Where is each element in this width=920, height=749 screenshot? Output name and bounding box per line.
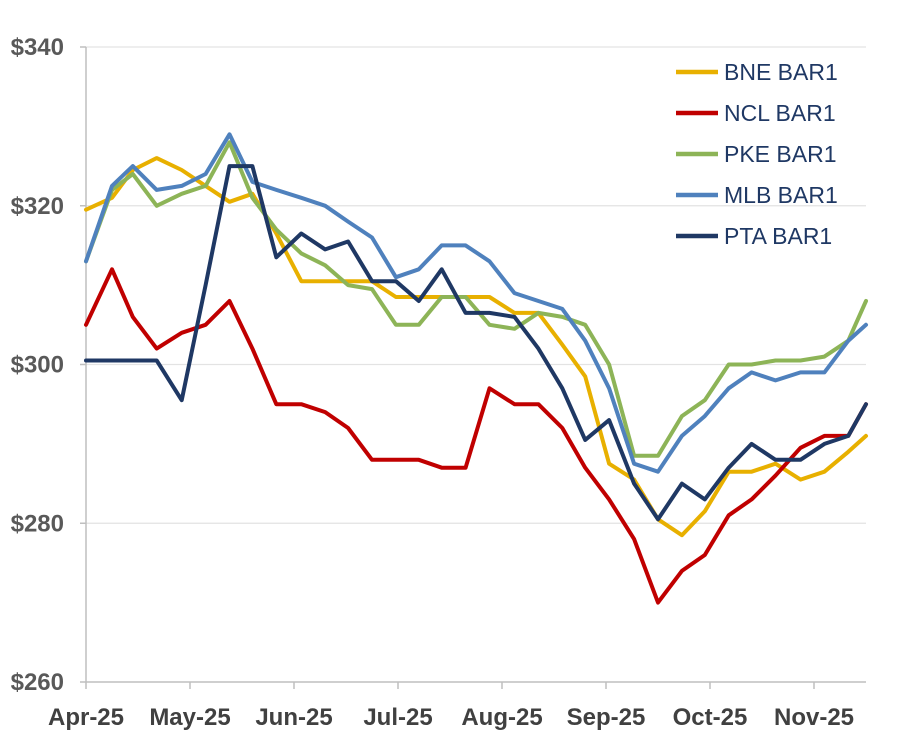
series-lines — [84, 132, 868, 605]
x-tick-label: Aug-25 — [461, 704, 542, 731]
x-tick-label: Oct-25 — [673, 704, 748, 731]
y-tick-label: $340 — [11, 34, 64, 61]
legend-label: PKE BAR1 — [724, 141, 837, 167]
y-tick-label: $300 — [11, 352, 64, 379]
legend: BNE BAR1 NCL BAR1 PKE BAR1 MLB BAR1 PTA BAR1 — [676, 59, 838, 249]
series-line-mlb-bar1 — [84, 132, 868, 474]
y-tick-label: $280 — [11, 510, 64, 537]
series-line-pta-bar1 — [84, 164, 868, 522]
x-tick-label: May-25 — [149, 704, 230, 731]
x-tick-label: Sep-25 — [567, 704, 646, 731]
y-tick-labels: $260 $280 $300 $320 $340 — [11, 34, 64, 696]
y-tick-label: $260 — [11, 669, 64, 696]
x-tick-label: Jun-25 — [255, 704, 332, 731]
series-line-ncl-bar1 — [84, 267, 868, 605]
y-tick-label: $320 — [11, 193, 64, 220]
series-line-bne-bar1 — [84, 156, 868, 538]
axes — [80, 46, 866, 689]
x-tick-labels: Apr-25 May-25 Jun-25 Jul-25 Aug-25 Sep-25 Oct-… — [48, 704, 854, 731]
x-tick-label: Apr-25 — [48, 704, 124, 731]
legend-label: BNE BAR1 — [724, 59, 838, 85]
legend-label: MLB BAR1 — [724, 182, 838, 208]
x-tick-label: Nov-25 — [774, 704, 854, 731]
legend-label: PTA BAR1 — [724, 223, 832, 249]
legend-label: NCL BAR1 — [724, 100, 836, 126]
x-tick-label: Jul-25 — [363, 704, 432, 731]
